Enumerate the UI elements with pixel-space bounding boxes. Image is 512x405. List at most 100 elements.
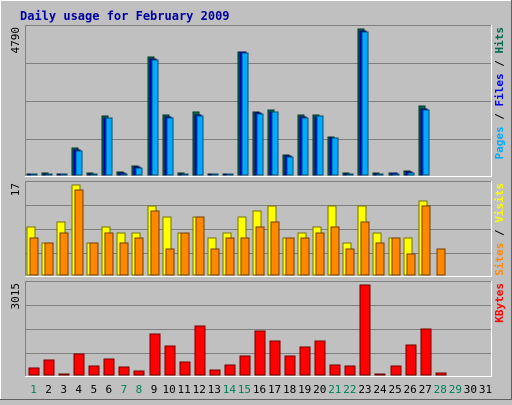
bar-pages-day-15 <box>241 52 249 176</box>
bar-sites-day-22 <box>345 248 355 276</box>
x-tick-label-day-3: 3 <box>60 383 67 396</box>
bar-kbytes-day-12 <box>194 325 206 376</box>
bar-pages-day-21 <box>331 137 339 176</box>
bar-kbytes-day-25 <box>390 365 402 376</box>
series-legend: Sites / Visits <box>493 183 506 276</box>
bar-sites-day-27 <box>421 205 431 276</box>
x-tick-label-day-20: 20 <box>313 383 326 396</box>
x-tick-label-day-18: 18 <box>283 383 296 396</box>
bar-kbytes-day-2 <box>43 359 55 376</box>
series-legend: Pages / Files / Hits <box>493 27 506 160</box>
bar-pages-day-12 <box>196 115 204 176</box>
bar-sites-day-1 <box>29 237 39 276</box>
bar-pages-day-24 <box>376 173 384 176</box>
legend-entry: KBytes <box>493 283 506 323</box>
bar-kbytes-day-16 <box>254 330 266 376</box>
bar-sites-day-11 <box>180 232 190 276</box>
bar-kbytes-day-23 <box>359 284 371 376</box>
bar-sites-day-15 <box>240 237 250 276</box>
bar-kbytes-day-26 <box>405 344 417 376</box>
bar-kbytes-day-4 <box>73 353 85 376</box>
bar-pages-day-10 <box>166 117 174 176</box>
bar-pages-day-23 <box>361 31 369 176</box>
panels-layer: 4790 Pages / Files / Hits 17 Sites / Visits… <box>9 25 506 377</box>
bar-pages-day-26 <box>407 172 415 176</box>
bar-kbytes-day-27 <box>420 328 432 376</box>
x-tick-label-day-24: 24 <box>373 383 387 396</box>
bar-sites-day-8 <box>134 237 144 276</box>
bar-pages-day-5 <box>90 173 98 176</box>
x-tick-label-day-27: 27 <box>419 383 432 396</box>
bar-sites-day-19 <box>300 237 310 276</box>
legend-entry: / <box>493 223 506 243</box>
legend-entry: Files <box>493 73 506 106</box>
legend-entry: Pages <box>493 126 506 159</box>
bar-pages-day-25 <box>392 173 400 176</box>
y-max-label: 17 <box>9 183 22 196</box>
x-tick-label-day-31: 31 <box>479 383 492 396</box>
bar-pages-day-11 <box>181 173 189 176</box>
x-tick-label-day-4: 4 <box>75 383 82 396</box>
bar-kbytes-day-7 <box>118 366 130 376</box>
bar-kbytes-day-3 <box>58 373 70 376</box>
y-max-label: 3015 <box>9 283 22 310</box>
x-tick-label-day-1: 1 <box>30 383 37 396</box>
bar-sites-day-13 <box>210 248 220 276</box>
bar-sites-day-16 <box>255 226 265 276</box>
bar-pages-day-1 <box>30 173 38 176</box>
x-tick-label-day-16: 16 <box>253 383 266 396</box>
series-legend: KBytes <box>493 283 506 323</box>
panel-hits: 4790 Pages / Files / Hits <box>9 25 506 177</box>
legend-entry: / <box>493 54 506 74</box>
bar-sites-day-17 <box>270 221 280 276</box>
bar-pages-day-9 <box>151 59 159 176</box>
x-tick-label-day-12: 12 <box>193 383 206 396</box>
bar-kbytes-day-15 <box>239 355 251 376</box>
bar-pages-day-16 <box>256 113 264 176</box>
bar-pages-day-6 <box>105 117 113 176</box>
x-tick-label-day-15: 15 <box>238 383 251 396</box>
bar-pages-day-2 <box>45 173 53 176</box>
bar-kbytes-day-22 <box>344 365 356 376</box>
bar-kbytes-day-14 <box>224 364 236 376</box>
bar-pages-day-17 <box>271 111 279 176</box>
bar-pages-day-3 <box>60 173 68 176</box>
panel-visits: 17 Sites / Visits <box>9 181 506 277</box>
x-tick-label-day-17: 17 <box>268 383 281 396</box>
bar-kbytes-day-17 <box>269 340 281 376</box>
x-tick-label-day-9: 9 <box>151 383 158 396</box>
legend-entry: Visits <box>493 183 506 223</box>
bar-pages-day-8 <box>135 167 143 176</box>
bar-sites-day-5 <box>89 242 99 276</box>
bar-pages-day-22 <box>346 173 354 176</box>
bar-kbytes-day-20 <box>314 340 326 376</box>
bar-pages-day-20 <box>316 115 324 176</box>
bar-kbytes-day-18 <box>284 355 296 376</box>
x-tick-label-day-19: 19 <box>298 383 311 396</box>
x-tick-label-day-22: 22 <box>343 383 356 396</box>
legend-entry: / <box>493 107 506 127</box>
bar-sites-day-12 <box>195 216 205 276</box>
bar-kbytes-day-6 <box>103 358 115 376</box>
y-max-label: 4790 <box>9 27 22 54</box>
bar-kbytes-day-11 <box>179 361 191 376</box>
bar-sites-day-14 <box>225 237 235 276</box>
bar-kbytes-day-21 <box>329 364 341 376</box>
x-tick-label-day-5: 5 <box>90 383 97 396</box>
bar-kbytes-day-24 <box>374 373 386 376</box>
bar-kbytes-day-13 <box>209 369 221 376</box>
bar-sites-day-2 <box>44 242 54 276</box>
bar-kbytes-day-19 <box>299 346 311 376</box>
bar-kbytes-day-9 <box>149 333 161 376</box>
panel-kbytes: 3015 KBytes <box>9 281 506 377</box>
bar-sites-day-18 <box>285 237 295 276</box>
x-tick-label-day-23: 23 <box>358 383 371 396</box>
bar-sites-day-26 <box>406 253 416 276</box>
bar-sites-day-25 <box>391 237 401 276</box>
bar-pages-day-27 <box>422 109 430 176</box>
bar-sites-day-4 <box>74 189 84 276</box>
bar-sites-day-9 <box>150 210 160 276</box>
bar-sites-day-28 <box>436 248 446 276</box>
bar-pages-day-14 <box>226 173 234 176</box>
